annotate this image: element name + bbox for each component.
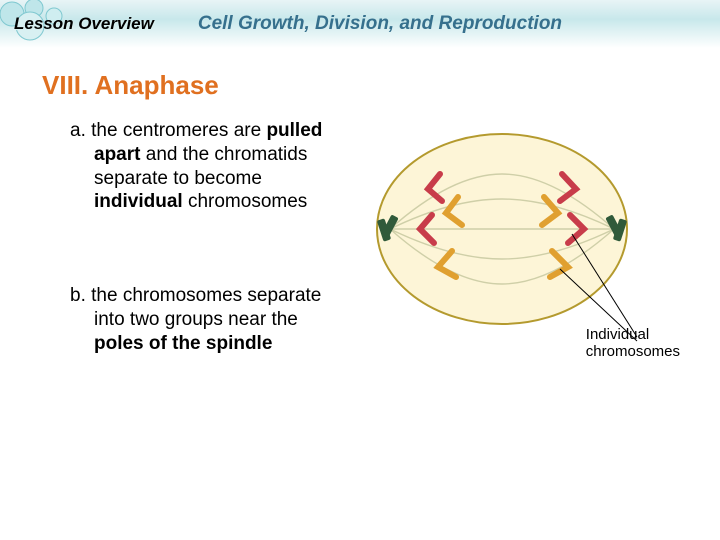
bullet-b-text1: the chromosomes separate into two groups… [91,285,321,330]
diagram-callout-label: Individual chromosomes [586,327,680,360]
section-title: VIII. Anaphase [42,70,680,101]
bullet-a-text1: the centromeres are [91,120,266,141]
lesson-overview-label: Lesson Overview [14,14,154,34]
text-column: a. the centromeres are pulled apart and … [42,119,352,369]
bullet-a-prefix: a. [70,120,91,141]
content-area: VIII. Anaphase a. the centromeres are pu… [0,48,720,369]
bullet-a: a. the centromeres are pulled apart and … [70,119,352,214]
body-row: a. the centromeres are pulled apart and … [42,119,680,369]
callout-line1: Individual [586,326,649,343]
diagram-column: Individual chromosomes [352,119,680,369]
callout-line2: chromosomes [586,343,680,360]
bullet-b-prefix: b. [70,285,91,306]
bullet-b: b. the chromosomes separate into two gro… [70,284,352,355]
bullet-a-bold2: individual [94,191,183,212]
header-bar: Lesson Overview Cell Growth, Division, a… [0,0,720,48]
bullet-b-bold1: poles of the spindle [94,333,272,354]
bullet-a-text3: chromosomes [183,191,308,212]
unit-title: Cell Growth, Division, and Reproduction [198,13,562,35]
